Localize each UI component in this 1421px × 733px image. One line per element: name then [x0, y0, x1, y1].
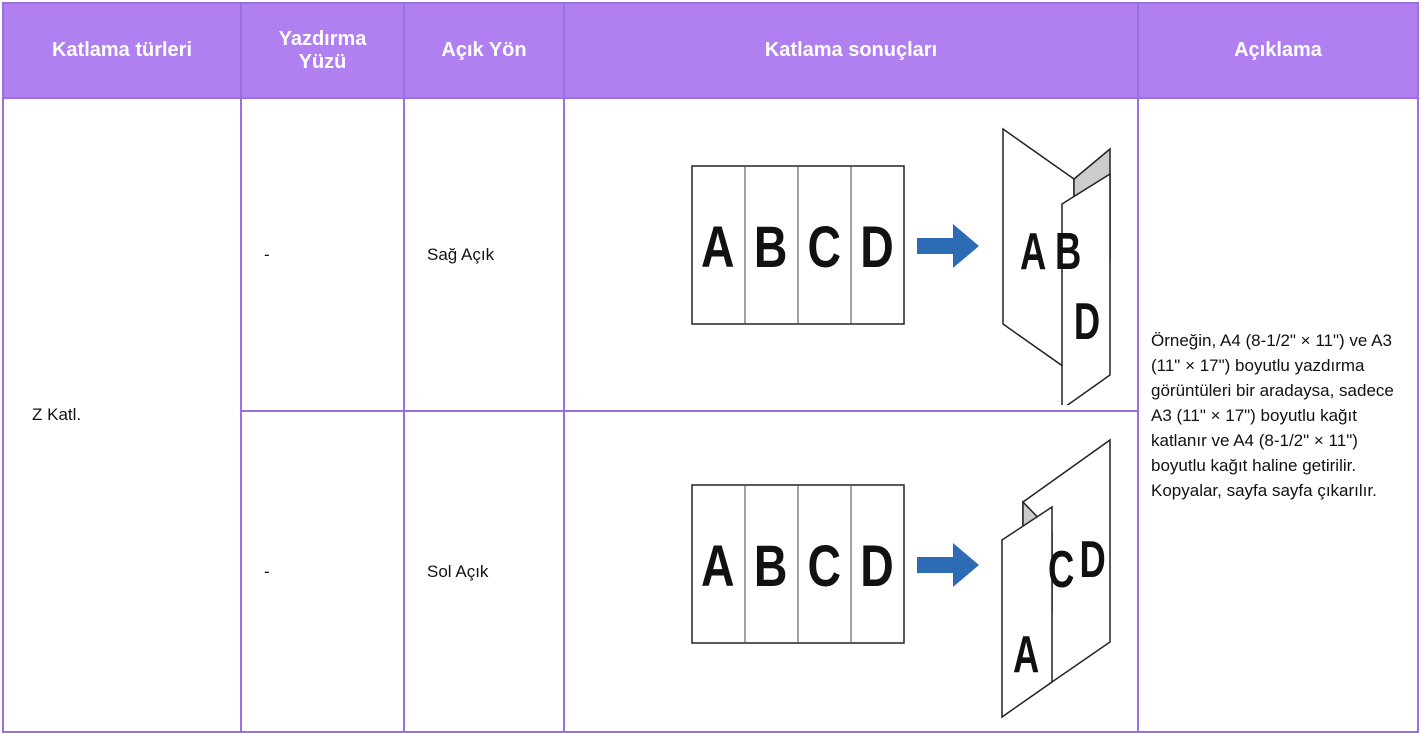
- header-cell: Yazdırma Yüzü: [240, 2, 405, 99]
- direction-cell: Sol Açık: [403, 410, 565, 733]
- strip-letter: C: [807, 534, 841, 599]
- header-cell: Katlama sonuçları: [563, 2, 1139, 99]
- row: Z Katl. - Sağ Açık A B C D A B D Örneğin…: [2, 97, 1419, 733]
- side-cell: -: [240, 410, 405, 733]
- description-cell: Örneğin, A4 (8-1/2" × 11") ve A3 (11" × …: [1137, 97, 1419, 733]
- result-cell: A B C D C D A: [563, 410, 1139, 733]
- strip-letter: A: [701, 215, 735, 280]
- folded-letter: D: [1074, 291, 1100, 350]
- strip-letter: C: [807, 215, 841, 280]
- type-cell: Z Katl.: [2, 97, 242, 733]
- strip-letter: D: [860, 215, 894, 280]
- folded-letter: D: [1080, 529, 1106, 588]
- folded-letter: B: [1055, 221, 1081, 280]
- side-cell: -: [240, 97, 405, 412]
- header-row: Katlama türleri Yazdırma Yüzü Açık Yön K…: [2, 2, 1419, 99]
- folded-letter: A: [1013, 624, 1039, 683]
- folded-letter: A: [1020, 221, 1046, 280]
- strip-letter: D: [860, 534, 894, 599]
- row: - Sol Açık A B C D C D A: [3, 410, 1418, 733]
- result-cell: A B C D A B D: [563, 97, 1139, 412]
- fold-illustration: A B C D C D A: [691, 438, 1111, 719]
- header-cell: Açık Yön: [403, 2, 565, 99]
- folded-letter: C: [1048, 539, 1074, 598]
- direction-cell: Sağ Açık: [403, 97, 565, 412]
- header-cell: Katlama türleri: [2, 2, 242, 99]
- strip-letter: A: [701, 534, 735, 599]
- header-text: Yazdırma Yüzü: [278, 27, 367, 73]
- header-cell: Açıklama: [1137, 2, 1419, 99]
- strip-letter: B: [754, 534, 788, 599]
- fold-illustration: A B C D A B D: [691, 127, 1111, 411]
- strip-letter: B: [754, 215, 788, 280]
